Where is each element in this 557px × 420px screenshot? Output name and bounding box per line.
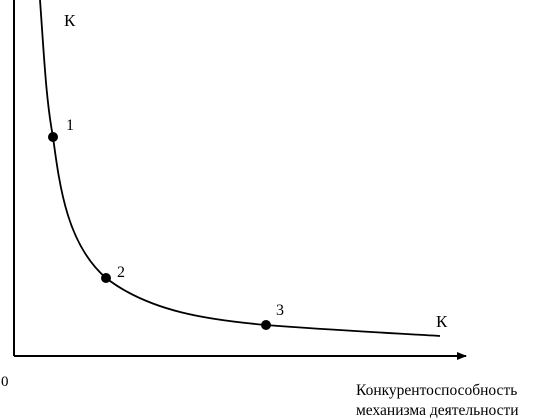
point-2-marker [101, 273, 111, 283]
curve-label-top: К [64, 11, 76, 30]
x-axis-label-line1: Конкурентоспособность [356, 382, 517, 399]
curve-k [39, 0, 441, 337]
point-1-label: 1 [66, 117, 74, 134]
x-axis-label-line2: механизма деятельности [356, 402, 519, 419]
point-3-marker [261, 320, 271, 330]
point-1-marker [48, 132, 58, 142]
origin-label: 0 [1, 374, 9, 390]
point-3-label: 3 [276, 302, 284, 319]
curve-label-bottom: К [436, 312, 448, 331]
point-2-label: 2 [117, 264, 125, 281]
